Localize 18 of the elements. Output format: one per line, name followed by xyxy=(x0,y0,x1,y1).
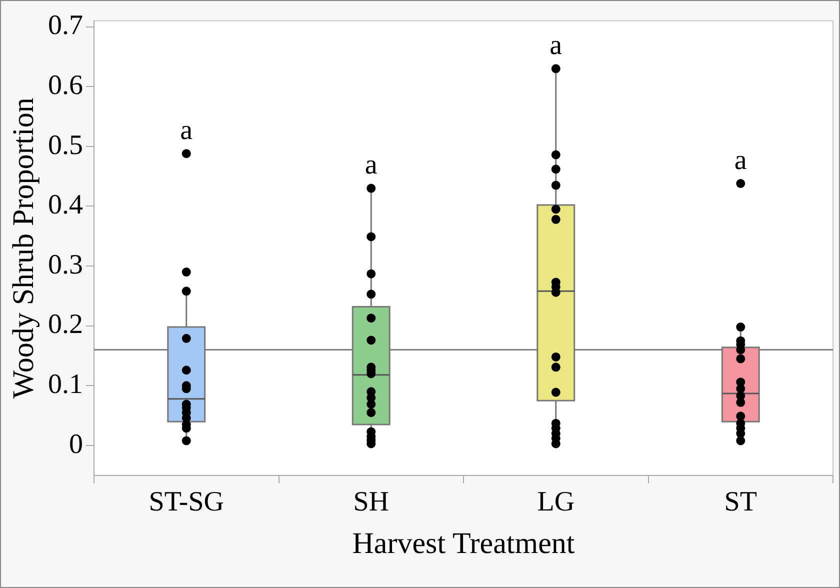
annotation: a xyxy=(734,144,748,176)
x-axis-title: Harvest Treatment xyxy=(352,526,576,560)
x-tick-label: ST-SG xyxy=(148,486,224,518)
annotation: a xyxy=(364,150,378,181)
y-tick-label: 0 xyxy=(69,428,83,460)
x-tick-label: LG xyxy=(537,486,575,518)
y-tick-label: 0.3 xyxy=(48,249,83,280)
y-tick-label: 0.6 xyxy=(48,70,83,101)
x-tick-label: SH xyxy=(353,486,390,518)
y-tick-label: 0.7 xyxy=(48,10,83,42)
x-tick-label: ST xyxy=(724,486,757,518)
y-axis-title: Woody Shrub Proportion xyxy=(6,98,40,399)
y-tick-label: 0.2 xyxy=(48,309,83,340)
y-tick-label: 0.4 xyxy=(48,190,83,221)
annotation: a xyxy=(550,30,563,62)
annotation: a xyxy=(180,114,194,146)
y-tick-label: 0.5 xyxy=(48,130,83,161)
y-tick-label: 0.1 xyxy=(48,369,83,400)
